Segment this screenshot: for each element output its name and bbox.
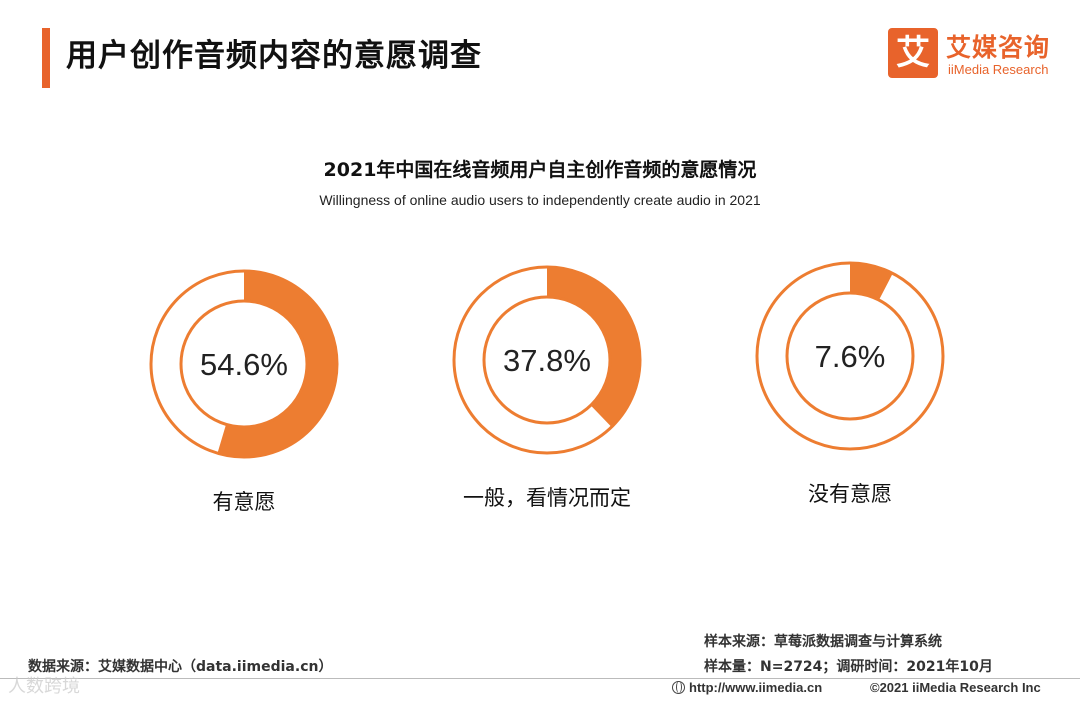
globe-icon	[672, 681, 685, 694]
sample-size-note: 样本量：N=2724；调研时间：2021年10月	[704, 659, 993, 675]
donut-inner-ring	[785, 291, 915, 421]
footer-url[interactable]: http://www.iimedia.cn	[672, 680, 822, 695]
donut-value-label: 37.8%	[503, 343, 591, 378]
footer-copyright: ©2021 iiMedia Research Inc	[870, 680, 1041, 695]
title-accent-bar	[42, 28, 50, 88]
donut-segment	[850, 263, 893, 301]
donut-segment	[547, 267, 640, 427]
page-title: 用户创作音频内容的意愿调查	[66, 38, 482, 74]
donut-inner-ring	[179, 299, 309, 429]
donut-value-label: 54.6%	[200, 347, 288, 382]
donut-segment	[217, 271, 338, 458]
donut-3: 7.6% 没有意愿	[755, 261, 945, 506]
sample-source-note: 样本来源：草莓派数据调查与计算系统	[704, 634, 942, 650]
brand-logo-block: 艾 艾媒咨询 iiMedia Research	[888, 28, 1068, 84]
donut-category-label: 没有意愿	[808, 482, 892, 506]
donut-1: 54.6% 有意愿	[149, 269, 339, 514]
brand-logo-icon: 艾	[888, 28, 938, 78]
donut-inner-ring	[482, 295, 612, 425]
donut-category-label: 一般，看情况而定	[463, 486, 631, 510]
brand-name-en: iiMedia Research	[948, 62, 1049, 77]
donut-value-label: 7.6%	[815, 339, 886, 374]
brand-name-cn: 艾媒咨询	[946, 33, 1051, 62]
donut-category-label: 有意愿	[213, 490, 276, 514]
data-source-note: 数据来源：艾媒数据中心（data.iimedia.cn）	[28, 659, 333, 675]
watermark-text: 人数跨境	[8, 676, 80, 697]
footer-divider	[0, 678, 1080, 679]
chart-title: 2021年中国在线音频用户自主创作音频的意愿情况	[323, 159, 757, 181]
footer-url-text[interactable]: http://www.iimedia.cn	[689, 680, 823, 695]
chart-subtitle: Willingness of online audio users to ind…	[319, 192, 761, 208]
donut-2: 37.8% 一般，看情况而定	[452, 265, 642, 510]
